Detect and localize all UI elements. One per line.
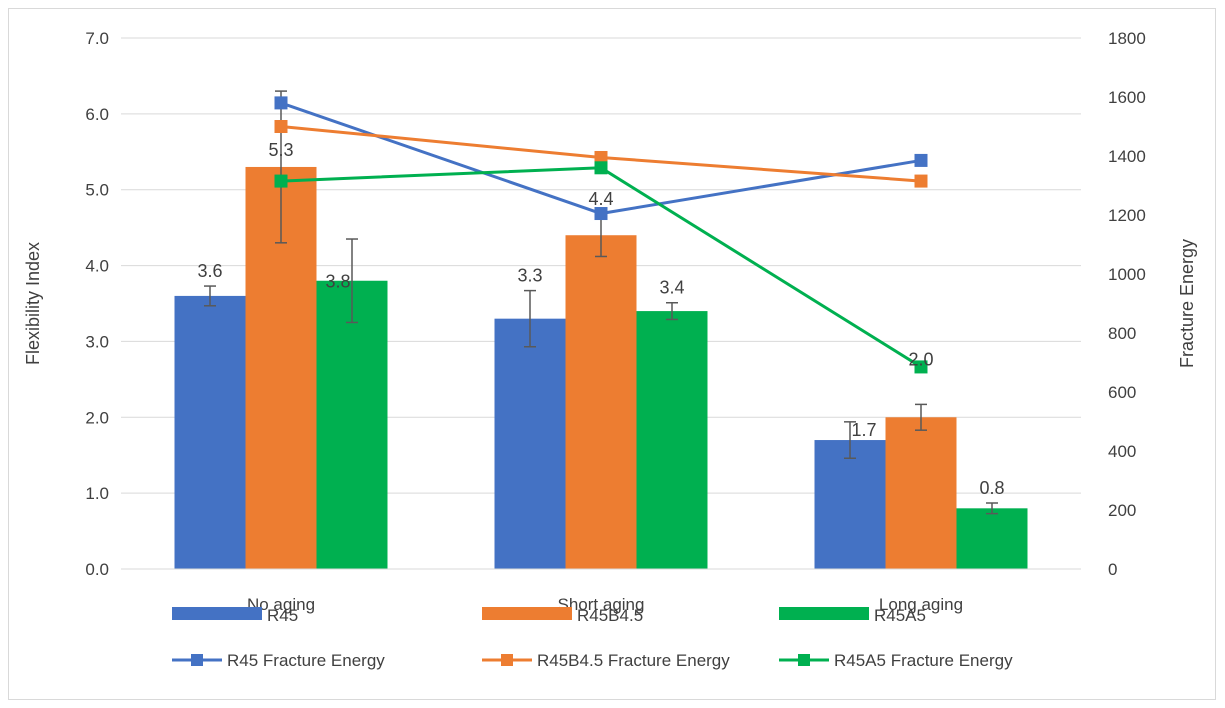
x-tick-label: No aging — [247, 595, 315, 614]
bar — [956, 508, 1028, 569]
data-labels-layer: 3.6 3.3 1.7 5.3 4.4 2.0 3.8 3.4 0.8 — [197, 140, 1004, 498]
data-label: 3.8 — [325, 272, 350, 292]
data-label: 2.0 — [908, 349, 933, 369]
lines-layer — [274, 96, 928, 374]
error-bars-layer — [204, 90, 998, 515]
chart-frame: 3.6 3.3 1.7 5.3 4.4 2.0 3.8 3.4 0.8 0.0 1.0 2.0 3.0… — [8, 8, 1216, 700]
y2-tick-label: 1200 — [1108, 206, 1146, 225]
y-tick-label: 2.0 — [85, 408, 109, 427]
line-marker — [594, 207, 608, 221]
y2-tick-label: 0 — [1108, 560, 1117, 579]
line-marker — [274, 120, 288, 133]
bar — [174, 295, 246, 569]
data-label: 0.8 — [979, 478, 1004, 498]
line-marker — [914, 174, 928, 188]
legend-swatch — [779, 607, 869, 620]
y-tick-label: 6.0 — [85, 105, 109, 124]
data-label: 1.7 — [851, 420, 876, 440]
y2-tick-label: 1800 — [1108, 29, 1146, 48]
legend-label: R45 — [267, 606, 298, 625]
data-label: 3.3 — [517, 266, 542, 286]
data-label: 3.6 — [197, 261, 222, 281]
bar — [636, 311, 708, 569]
line-marker — [914, 360, 928, 374]
line-marker — [274, 174, 288, 188]
y-axis-title: Flexibility Index — [23, 242, 43, 365]
data-label: 3.4 — [659, 278, 684, 298]
data-label: 5.3 — [268, 140, 293, 160]
y2-tick-label: 1400 — [1108, 147, 1146, 166]
y2-axis-title: Fracture Energy — [1177, 239, 1197, 368]
legend-label: R45B4.5 — [577, 606, 643, 625]
legend-marker — [798, 654, 810, 666]
chart: 3.6 3.3 1.7 5.3 4.4 2.0 3.8 3.4 0.8 0.0 1.0 2.0 3.0… — [23, 29, 1197, 670]
y-tick-label: 7.0 — [85, 29, 109, 48]
y-tick-label: 4.0 — [85, 257, 109, 276]
y-tick-label: 0.0 — [85, 560, 109, 579]
y2-tick-label: 800 — [1108, 324, 1136, 343]
legend-marker — [191, 654, 203, 666]
y2-tick-label: 400 — [1108, 442, 1136, 461]
legend: R45 R45B4.5 R45A5 R45 Fracture Energy R45B4.… — [172, 606, 1013, 670]
legend-swatch — [482, 607, 572, 620]
y2-tick-label: 1600 — [1108, 88, 1146, 107]
axes-layer: 0.0 1.0 2.0 3.0 4.0 5.0 6.0 7.0 0 200 400 600 800 100… — [23, 29, 1197, 614]
legend-label: R45A5 Fracture Energy — [834, 651, 1013, 670]
x-tick-label: Long aging — [879, 595, 963, 614]
line-marker — [274, 96, 288, 110]
data-label: 4.4 — [588, 189, 613, 209]
line-marker — [914, 153, 928, 167]
y2-tick-label: 200 — [1108, 501, 1136, 520]
line-marker — [594, 161, 608, 175]
bar — [885, 417, 957, 569]
legend-swatch — [172, 607, 262, 620]
y-tick-label: 3.0 — [85, 332, 109, 351]
y2-tick-label: 600 — [1108, 383, 1136, 402]
y-tick-label: 1.0 — [85, 484, 109, 503]
y-tick-label: 5.0 — [85, 181, 109, 200]
legend-marker — [501, 654, 513, 666]
legend-label: R45A5 — [874, 606, 926, 625]
line-marker — [594, 150, 608, 164]
legend-label: R45 Fracture Energy — [227, 651, 385, 670]
bars-layer — [174, 166, 1028, 569]
bar — [494, 318, 566, 569]
bar — [814, 440, 886, 569]
bar — [565, 235, 637, 569]
bar — [316, 280, 388, 569]
legend-label: R45B4.5 Fracture Energy — [537, 651, 730, 670]
y2-tick-label: 1000 — [1108, 265, 1146, 284]
x-tick-label: Short aging — [558, 595, 645, 614]
